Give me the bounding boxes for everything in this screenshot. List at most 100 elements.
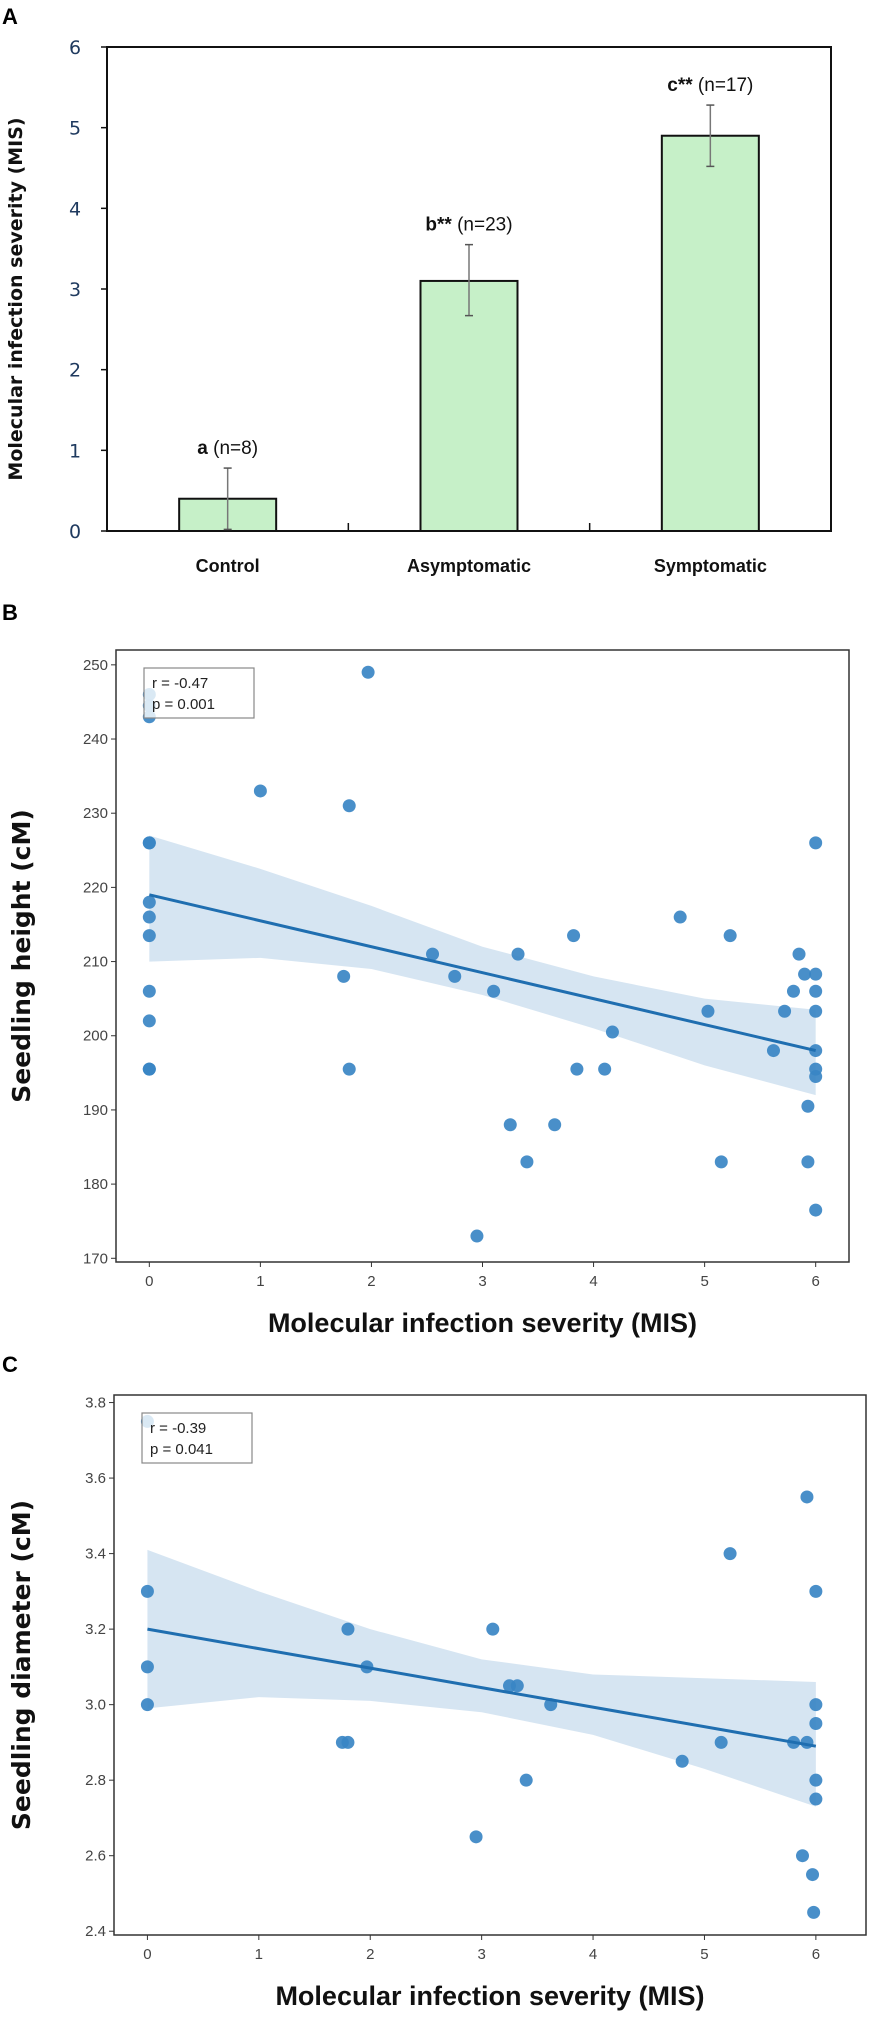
x-tick-label: 4 [589, 1946, 597, 1963]
data-point [673, 910, 687, 924]
data-point [792, 947, 806, 961]
x-tick-label: 6 [812, 1946, 820, 1963]
sample-size: (n=17) [693, 75, 754, 96]
x-tick-label: 6 [812, 1273, 820, 1290]
data-point [801, 1155, 815, 1169]
data-point [142, 984, 156, 998]
y-tick-label: 3.6 [85, 1470, 106, 1487]
bar-asymptomatic [419, 279, 519, 532]
y-tick-label: 3.8 [85, 1395, 106, 1412]
regression-line [148, 893, 817, 1053]
y-tick-label: 4 [69, 198, 81, 220]
significance-label: b** (n=23) [425, 215, 512, 236]
y-tick-label: 1 [69, 440, 81, 462]
y-tick-label: 240 [83, 731, 108, 748]
x-tick-label: 1 [255, 1946, 263, 1963]
panel-c-scatter-diameter: 2.4 2.6 2.8 3.0 3.2 3.4 3.6 3.8 0 1 2 3 4 5 6 r = -0.39… [7, 1394, 867, 2011]
significance-label: a (n=8) [197, 438, 258, 459]
x-tick-label: 3 [477, 1946, 485, 1963]
y-tick-label: 0 [69, 521, 81, 543]
data-point [567, 929, 581, 943]
data-point [798, 967, 812, 981]
y-tick-label: 180 [83, 1176, 108, 1193]
data-point [801, 1099, 815, 1113]
panel-letter-b: B [2, 600, 18, 625]
y-axis-title: Molecular infection severity (MIS) [5, 117, 27, 480]
significance-letter: a [197, 438, 208, 459]
data-point [809, 967, 823, 981]
data-point [361, 665, 375, 679]
data-point [807, 1905, 821, 1919]
data-point [570, 1062, 584, 1076]
panel-letter-c: C [2, 1352, 18, 1377]
stats-box [141, 1412, 253, 1464]
data-point [598, 1062, 612, 1076]
y-tick-label: 3.0 [85, 1697, 106, 1714]
data-point [342, 799, 356, 813]
correlation-r: r = -0.39 [150, 1420, 206, 1437]
x-axis-title: Molecular infection severity (MIS) [268, 1308, 697, 1338]
data-point [714, 1735, 728, 1749]
x-axis-title: Molecular infection severity (MIS) [275, 1981, 704, 2011]
x-tick-label: 5 [700, 1946, 708, 1963]
data-point [809, 1717, 823, 1731]
data-point [809, 984, 823, 998]
data-point [605, 1025, 619, 1039]
stats-box [143, 667, 255, 719]
y-axis-title: Seedling diameter (cM) [7, 1500, 36, 1830]
y-tick-label: 2.4 [85, 1923, 106, 1940]
plot-frame [113, 1394, 867, 1936]
significance-label: c** (n=17) [667, 75, 753, 96]
data-point [520, 1155, 534, 1169]
data-point [795, 1849, 809, 1863]
sample-size: (n=23) [452, 215, 513, 236]
data-point [723, 929, 737, 943]
x-tick-label: 2 [367, 1273, 375, 1290]
data-point [511, 947, 525, 961]
x-tick-label: 2 [366, 1946, 374, 1963]
data-point [809, 1698, 823, 1712]
x-tick-label: 0 [143, 1946, 151, 1963]
data-point [809, 836, 823, 850]
y-tick-label: 190 [83, 1102, 108, 1119]
y-tick-label: 170 [83, 1250, 108, 1267]
data-point [701, 1004, 715, 1018]
x-tick-label: 5 [700, 1273, 708, 1290]
data-point [342, 1062, 356, 1076]
data-point [337, 969, 351, 983]
category-label: Asymptomatic [407, 556, 531, 576]
data-point [800, 1490, 814, 1504]
data-point [778, 1004, 792, 1018]
y-tick-label: 2 [69, 360, 81, 382]
panel-a-bar-chart: 0 1 2 3 4 5 6 a (n=8) Control b** (n=23) Asymptoma… [5, 37, 832, 576]
y-tick-label: 230 [83, 805, 108, 822]
bar-symptomatic [660, 134, 760, 532]
data-point [548, 1118, 562, 1132]
category-label: Symptomatic [654, 556, 767, 576]
data-point [809, 1792, 823, 1806]
confidence-band [147, 1549, 816, 1807]
data-point [723, 1547, 737, 1561]
y-tick-label: 220 [83, 879, 108, 896]
sample-size: (n=8) [208, 438, 258, 459]
x-tick-label: 1 [256, 1273, 264, 1290]
category-label: Control [196, 556, 260, 576]
data-point [341, 1622, 355, 1636]
confidence-band [149, 835, 816, 1096]
y-tick-label: 200 [83, 1028, 108, 1045]
data-point [142, 1014, 156, 1028]
data-point [142, 910, 156, 924]
panel-letter-a: A [2, 4, 18, 29]
data-point [766, 1044, 780, 1058]
y-axis-title: Seedling height (cM) [7, 809, 36, 1103]
data-point [486, 1622, 500, 1636]
x-tick-label: 0 [145, 1273, 153, 1290]
data-point [809, 1203, 823, 1217]
x-tick-label: 4 [589, 1273, 597, 1290]
y-tick-label: 250 [83, 657, 108, 674]
data-point [140, 1698, 154, 1712]
data-point [426, 947, 440, 961]
significance-letter: b** [425, 215, 452, 236]
data-point [470, 1229, 484, 1243]
